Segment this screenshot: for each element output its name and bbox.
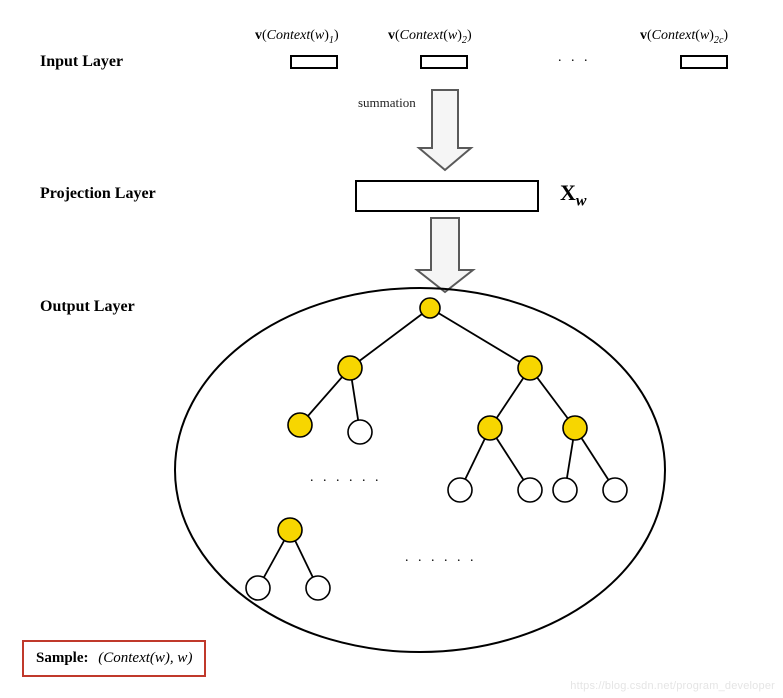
diagram-svg bbox=[0, 0, 783, 698]
